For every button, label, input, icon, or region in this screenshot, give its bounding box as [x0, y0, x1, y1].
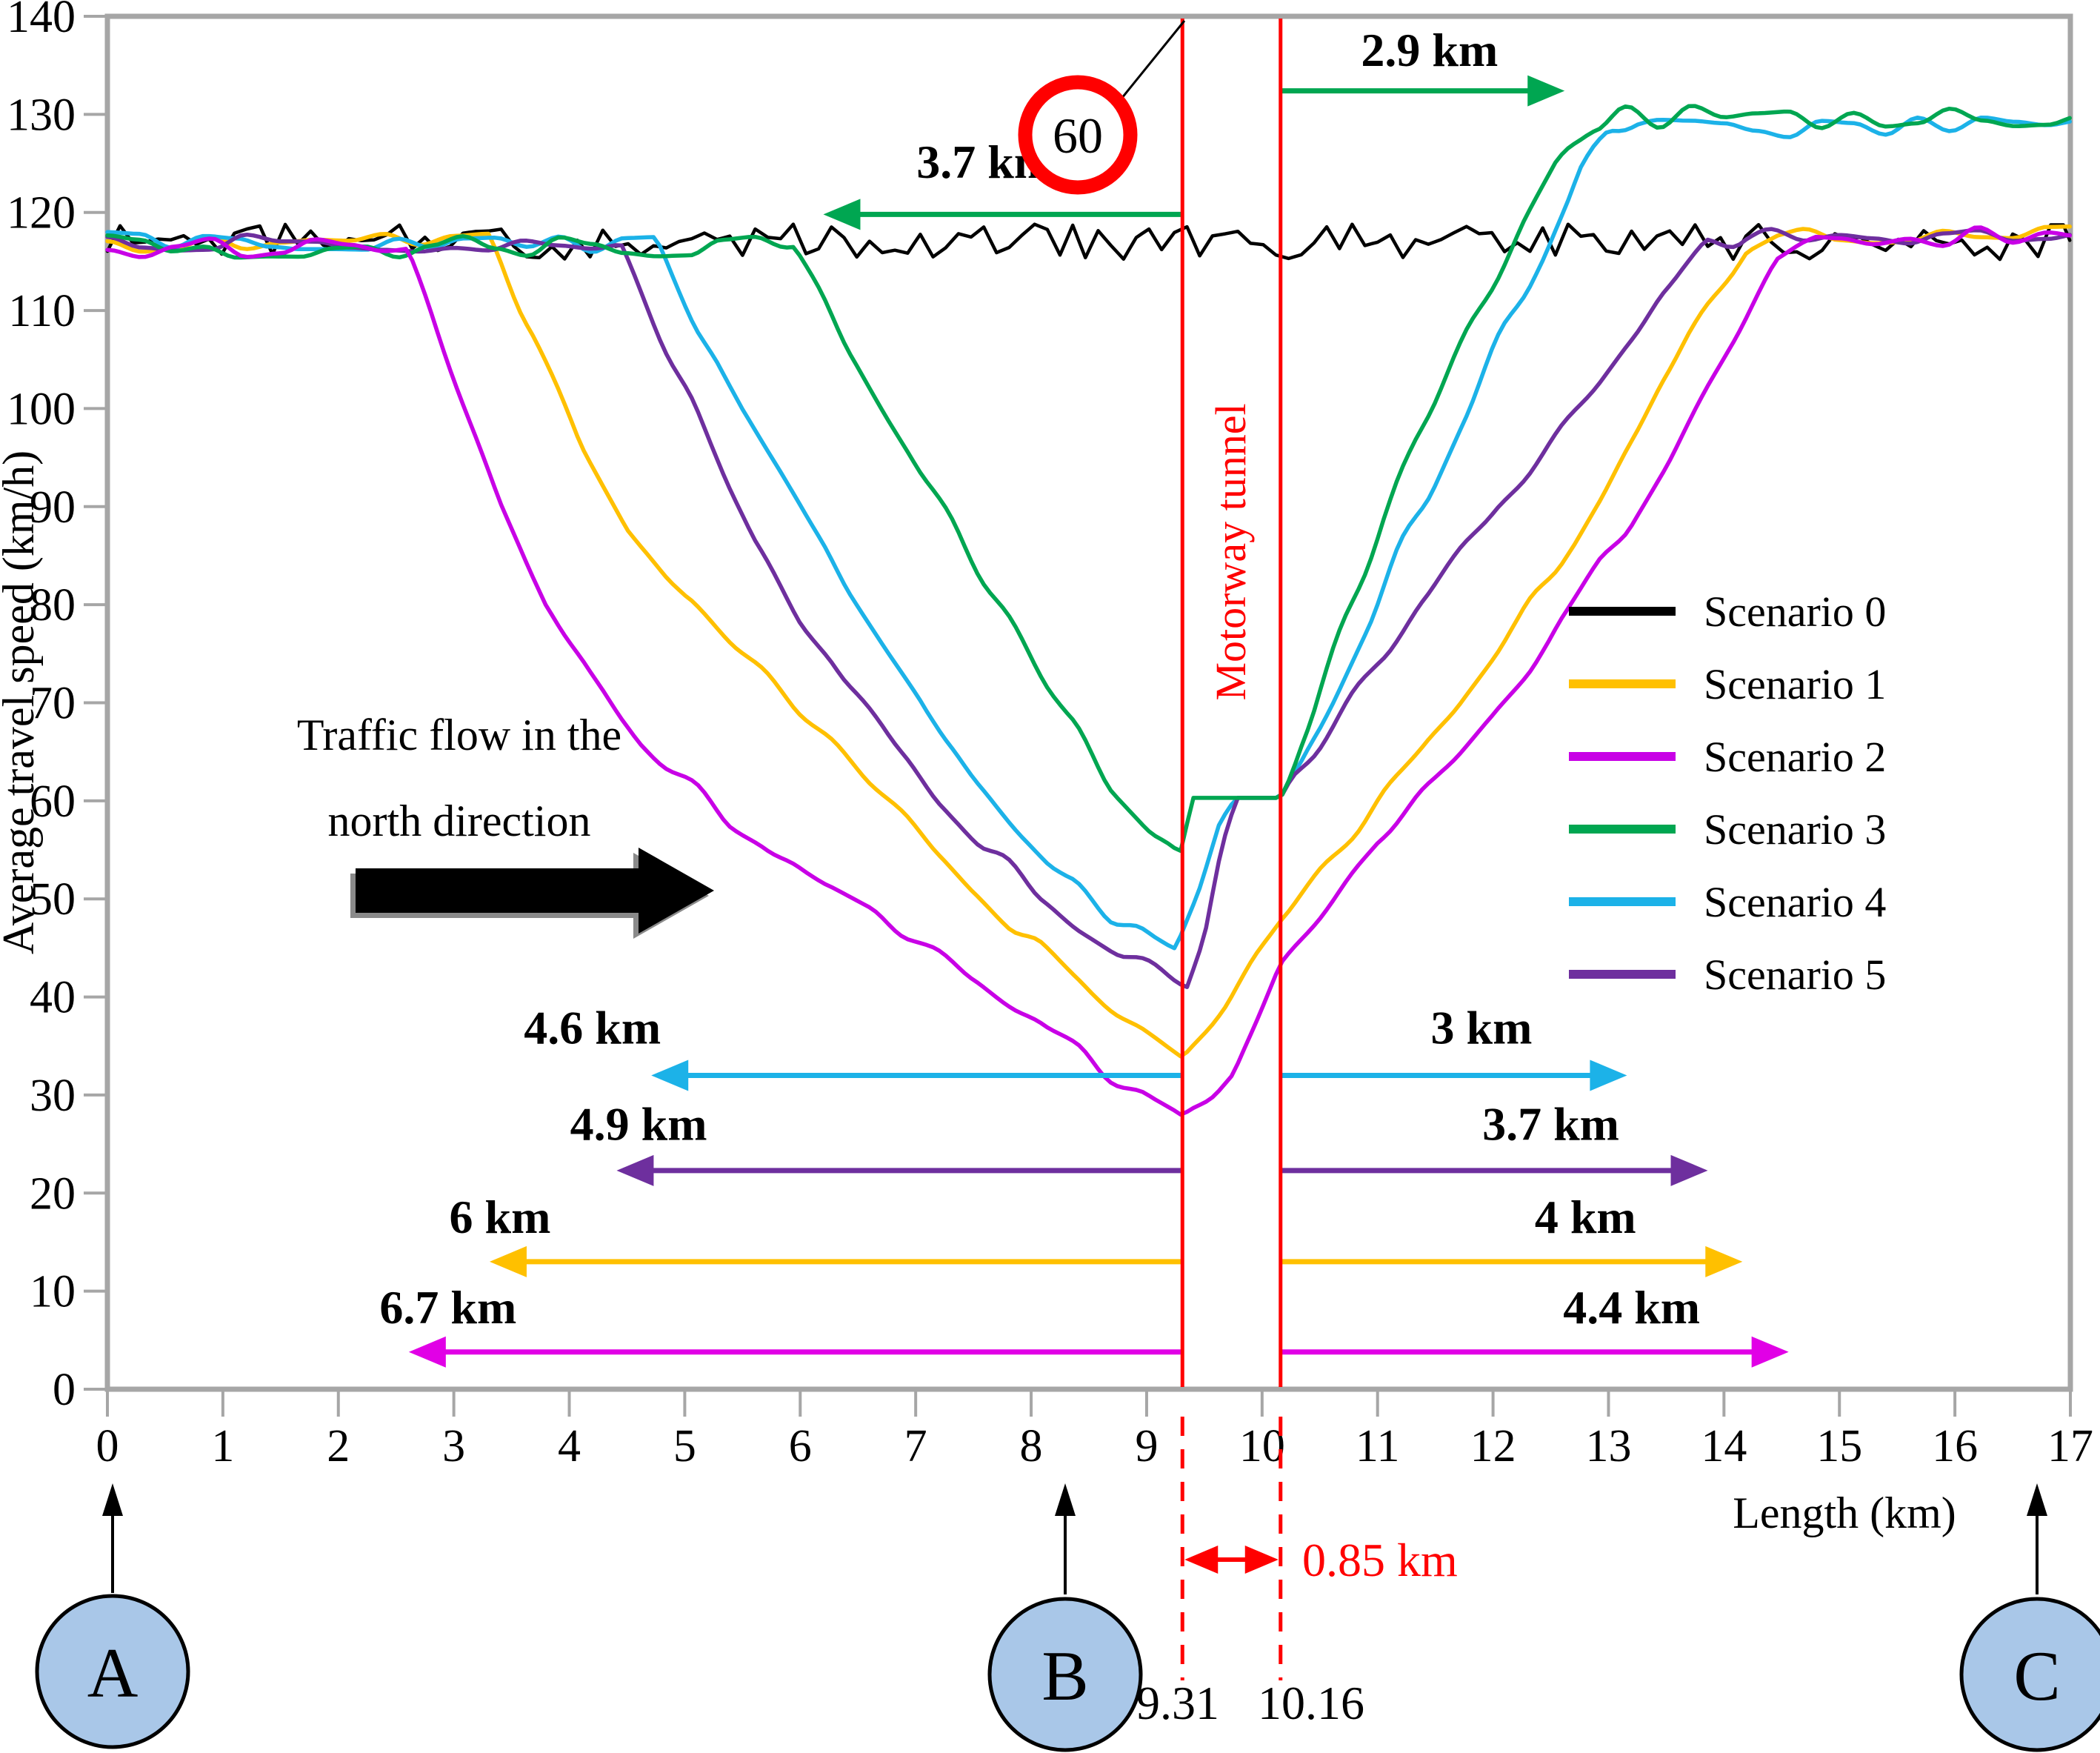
- speed-limit-value: 60: [1053, 107, 1103, 164]
- y-tick-label: 10: [30, 1267, 76, 1317]
- y-tick-label: 100: [7, 384, 76, 434]
- x-tick-label: 9: [1135, 1421, 1158, 1471]
- queue-arrowhead-9: [1751, 1336, 1789, 1368]
- flow-direction-arrow: [356, 848, 714, 934]
- queue-arrowhead-5: [1670, 1154, 1708, 1186]
- legend-label-scenario-4: Scenario 4: [1704, 878, 1886, 926]
- queue-arrowhead-0: [823, 199, 861, 230]
- location-arrowhead-b: [1055, 1483, 1076, 1516]
- y-tick-label: 20: [30, 1168, 76, 1219]
- motorway-tunnel-label: Motorway tunnel: [1207, 403, 1255, 700]
- location-label-b: B: [1041, 1637, 1088, 1715]
- x-tick-label: 4: [558, 1421, 581, 1471]
- x-tick-label: 7: [904, 1421, 927, 1471]
- queue-label-2: 4.6 km: [524, 1002, 661, 1054]
- y-tick-label: 70: [30, 679, 76, 729]
- curve-scenario-2: [105, 225, 2072, 1117]
- y-tick-label: 80: [30, 580, 76, 631]
- queue-arrowhead-4: [616, 1154, 654, 1186]
- x-tick-label: 1: [211, 1421, 234, 1471]
- queue-length-arrows: 3.7 km2.9 km4.6 km 3 km4.9 km 3.7 km6 km 4 …: [379, 24, 1789, 1368]
- tunnel-markers: [1180, 19, 1283, 1680]
- x-tick-label: 8: [1020, 1421, 1043, 1471]
- x-axis-title: Length (km): [1733, 1488, 1956, 1537]
- flow-note-line2: north direction: [328, 796, 591, 845]
- queue-label-6: 6 km: [450, 1191, 551, 1243]
- legend-label-scenario-2: Scenario 2: [1704, 733, 1886, 781]
- queue-label-8: 6.7 km: [379, 1281, 516, 1334]
- queue-arrowhead-8: [408, 1336, 446, 1368]
- tunnel-width-arrowhead-right: [1244, 1546, 1279, 1574]
- x-tick-label: 0: [96, 1421, 119, 1471]
- location-circle-a: [35, 1594, 190, 1749]
- queue-arrowhead-1: [1527, 75, 1565, 107]
- curves: [105, 104, 2072, 1117]
- curve-scenario-5: [105, 227, 2072, 989]
- tunnel-width-label: 0.85 km: [1302, 1534, 1458, 1586]
- y-tick-label: 90: [30, 482, 76, 533]
- speed-sign-callout-line: [1120, 20, 1186, 99]
- legend-label-scenario-1: Scenario 1: [1704, 660, 1886, 708]
- queue-arrowhead-2: [651, 1060, 689, 1091]
- queue-arrowhead-7: [1705, 1245, 1743, 1277]
- x-tick-label: 2: [327, 1421, 350, 1471]
- curve-scenario-1: [105, 224, 2072, 1059]
- queue-arrowhead-3: [1590, 1060, 1627, 1091]
- y-tick-label: 140: [7, 0, 76, 42]
- queue-label-1: 2.9 km: [1361, 24, 1498, 76]
- x-tick-label: 12: [1470, 1421, 1516, 1471]
- location-label-c: C: [2013, 1637, 2060, 1715]
- plot-frame: 0 1 2 3 4 5 6 7 8 9 10 11 12 13 14 15 16 1701020304050607…: [7, 0, 2093, 1471]
- queue-label-4: 4.9 km: [570, 1097, 707, 1150]
- x-tick-label: 17: [2047, 1421, 2093, 1471]
- x-tick-label: 5: [673, 1421, 696, 1471]
- location-circle-b: [987, 1597, 1143, 1752]
- location-circle-c: [1959, 1597, 2100, 1752]
- location-arrowhead-a: [102, 1483, 123, 1516]
- location-marker-b: B: [987, 1483, 1143, 1752]
- y-axis-title: Average travel speed (km/h): [0, 450, 43, 954]
- tunnel-end-label: 10.16: [1258, 1677, 1364, 1729]
- speed-limit-sign: [1018, 75, 1138, 195]
- x-tick-label: 10: [1239, 1421, 1285, 1471]
- y-tick-label: 30: [30, 1071, 76, 1121]
- x-tick-label: 15: [1816, 1421, 1862, 1471]
- location-marker-c: C: [1959, 1483, 2100, 1752]
- tunnel-width-arrowhead-left: [1184, 1546, 1219, 1574]
- legend: Scenario 0 Scenario 1 Scenario 2 Scenari…: [1569, 588, 1886, 999]
- x-tick-label: 13: [1585, 1421, 1631, 1471]
- queue-label-3: 3 km: [1431, 1002, 1533, 1054]
- queue-arrowhead-6: [489, 1245, 527, 1277]
- queue-label-7: 4 km: [1535, 1191, 1636, 1243]
- plot-border: [104, 13, 2073, 1392]
- flow-note-line1: Traffic flow in the: [297, 711, 621, 759]
- queue-label-9: 4.4 km: [1563, 1281, 1700, 1334]
- x-tick-label: 16: [1932, 1421, 1978, 1471]
- legend-label-scenario-3: Scenario 3: [1704, 805, 1886, 854]
- x-tick-label: 11: [1356, 1421, 1400, 1471]
- y-tick-label: 50: [30, 874, 76, 925]
- y-tick-label: 40: [30, 973, 76, 1023]
- location-marker-a: A: [35, 1483, 190, 1749]
- x-tick-label: 3: [442, 1421, 465, 1471]
- x-tick-label: 6: [789, 1421, 812, 1471]
- location-label-a: A: [87, 1634, 139, 1712]
- legend-label-scenario-0: Scenario 0: [1704, 588, 1886, 636]
- tunnel-start-label: 9.31: [1136, 1677, 1219, 1729]
- y-tick-label: 120: [7, 188, 76, 239]
- y-tick-label: 110: [8, 286, 76, 336]
- legend-label-scenario-5: Scenario 5: [1704, 951, 1886, 999]
- x-tick-label: 14: [1701, 1421, 1747, 1471]
- y-tick-label: 60: [30, 776, 76, 827]
- queue-label-5: 3.7 km: [1482, 1097, 1619, 1150]
- location-arrowhead-c: [2027, 1483, 2047, 1516]
- y-tick-label: 130: [7, 90, 76, 140]
- curve-scenario-3: [105, 104, 2072, 854]
- y-tick-label: 0: [53, 1365, 76, 1415]
